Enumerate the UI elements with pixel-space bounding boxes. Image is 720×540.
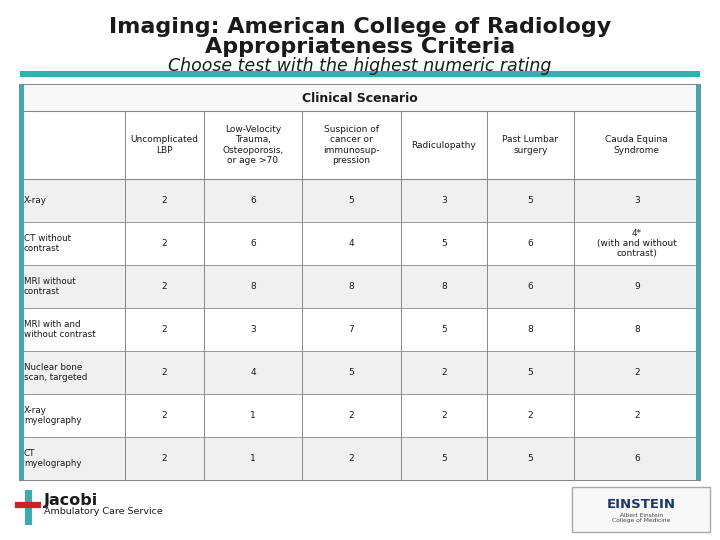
Text: 5: 5	[441, 325, 447, 334]
Text: 6: 6	[528, 239, 534, 248]
Text: 2: 2	[162, 454, 167, 463]
Text: 2: 2	[348, 411, 354, 420]
Text: Low-Velocity
Trauma,
Osteoporosis,
or age >70: Low-Velocity Trauma, Osteoporosis, or ag…	[222, 125, 284, 165]
Bar	[572, 487, 710, 532]
Text: 5: 5	[441, 239, 447, 248]
Text: 6: 6	[250, 239, 256, 248]
Text: 3: 3	[250, 325, 256, 334]
Text: 8: 8	[528, 325, 534, 334]
Text: 5: 5	[528, 454, 534, 463]
Text: Nuclear bone
scan, targeted: Nuclear bone scan, targeted	[24, 363, 87, 382]
Text: Radiculopathy: Radiculopathy	[412, 140, 477, 150]
Text: 5: 5	[348, 368, 354, 377]
Text: 2: 2	[348, 454, 354, 463]
Bar	[20, 265, 700, 308]
Text: 1: 1	[250, 411, 256, 420]
Text: 6: 6	[634, 454, 639, 463]
Text: Ambulatory Care Service: Ambulatory Care Service	[44, 508, 163, 516]
Text: 2: 2	[634, 368, 639, 377]
Bar	[20, 308, 700, 351]
Text: Imaging: American College of Radiology: Imaging: American College of Radiology	[109, 17, 611, 37]
Bar	[696, 85, 700, 480]
Text: 9: 9	[634, 282, 639, 291]
Text: 5: 5	[528, 196, 534, 205]
Text: 5: 5	[348, 196, 354, 205]
Bar	[20, 351, 700, 394]
Text: 2: 2	[634, 411, 639, 420]
Bar	[20, 222, 700, 265]
Text: 4: 4	[348, 239, 354, 248]
Text: 2: 2	[162, 325, 167, 334]
Bar	[20, 394, 700, 437]
Text: CT
myelography: CT myelography	[24, 449, 81, 468]
Text: 4: 4	[250, 368, 256, 377]
Bar	[20, 71, 700, 77]
Bar	[20, 85, 700, 480]
Text: 3: 3	[441, 196, 447, 205]
Text: 8: 8	[250, 282, 256, 291]
Text: MRI without
contrast: MRI without contrast	[24, 277, 76, 296]
Bar	[20, 111, 700, 179]
Bar	[20, 85, 700, 111]
Text: 8: 8	[634, 325, 639, 334]
Text: CT without
contrast: CT without contrast	[24, 234, 71, 253]
Text: Clinical Scenario: Clinical Scenario	[302, 91, 418, 105]
Text: Cauda Equina
Syndrome: Cauda Equina Syndrome	[606, 136, 668, 154]
Text: Jacobi: Jacobi	[44, 492, 98, 508]
Text: Past Lumbar
surgery: Past Lumbar surgery	[503, 136, 558, 154]
Bar	[20, 437, 700, 480]
Text: 2: 2	[528, 411, 533, 420]
Text: Appropriateness Criteria: Appropriateness Criteria	[205, 37, 515, 57]
Text: 1: 1	[250, 454, 256, 463]
Text: X-ray: X-ray	[24, 196, 47, 205]
Text: 6: 6	[528, 282, 534, 291]
Bar	[20, 179, 700, 222]
Text: 2: 2	[441, 411, 447, 420]
Text: Suspicion of
cancer or
immunosup-
pression: Suspicion of cancer or immunosup- pressi…	[323, 125, 379, 165]
Text: X-ray
myelography: X-ray myelography	[24, 406, 81, 425]
Text: 6: 6	[250, 196, 256, 205]
Text: 8: 8	[348, 282, 354, 291]
Text: 2: 2	[162, 196, 167, 205]
Text: Albert Einstein
College of Medicine: Albert Einstein College of Medicine	[612, 512, 670, 523]
Text: 7: 7	[348, 325, 354, 334]
Text: 3: 3	[634, 196, 639, 205]
Text: MRI with and
without contrast: MRI with and without contrast	[24, 320, 96, 339]
Bar	[20, 85, 24, 480]
Text: EINSTEIN: EINSTEIN	[606, 498, 675, 511]
Text: 4*
(with and without
contrast): 4* (with and without contrast)	[597, 228, 677, 259]
Text: 2: 2	[162, 411, 167, 420]
Text: 8: 8	[441, 282, 447, 291]
Text: 2: 2	[162, 368, 167, 377]
Text: Choose test with the highest numeric rating: Choose test with the highest numeric rat…	[168, 57, 552, 75]
Text: 2: 2	[441, 368, 447, 377]
Text: 5: 5	[441, 454, 447, 463]
Text: Uncomplicated
LBP: Uncomplicated LBP	[130, 136, 199, 154]
Text: 2: 2	[162, 239, 167, 248]
Text: 5: 5	[528, 368, 534, 377]
Text: 2: 2	[162, 282, 167, 291]
